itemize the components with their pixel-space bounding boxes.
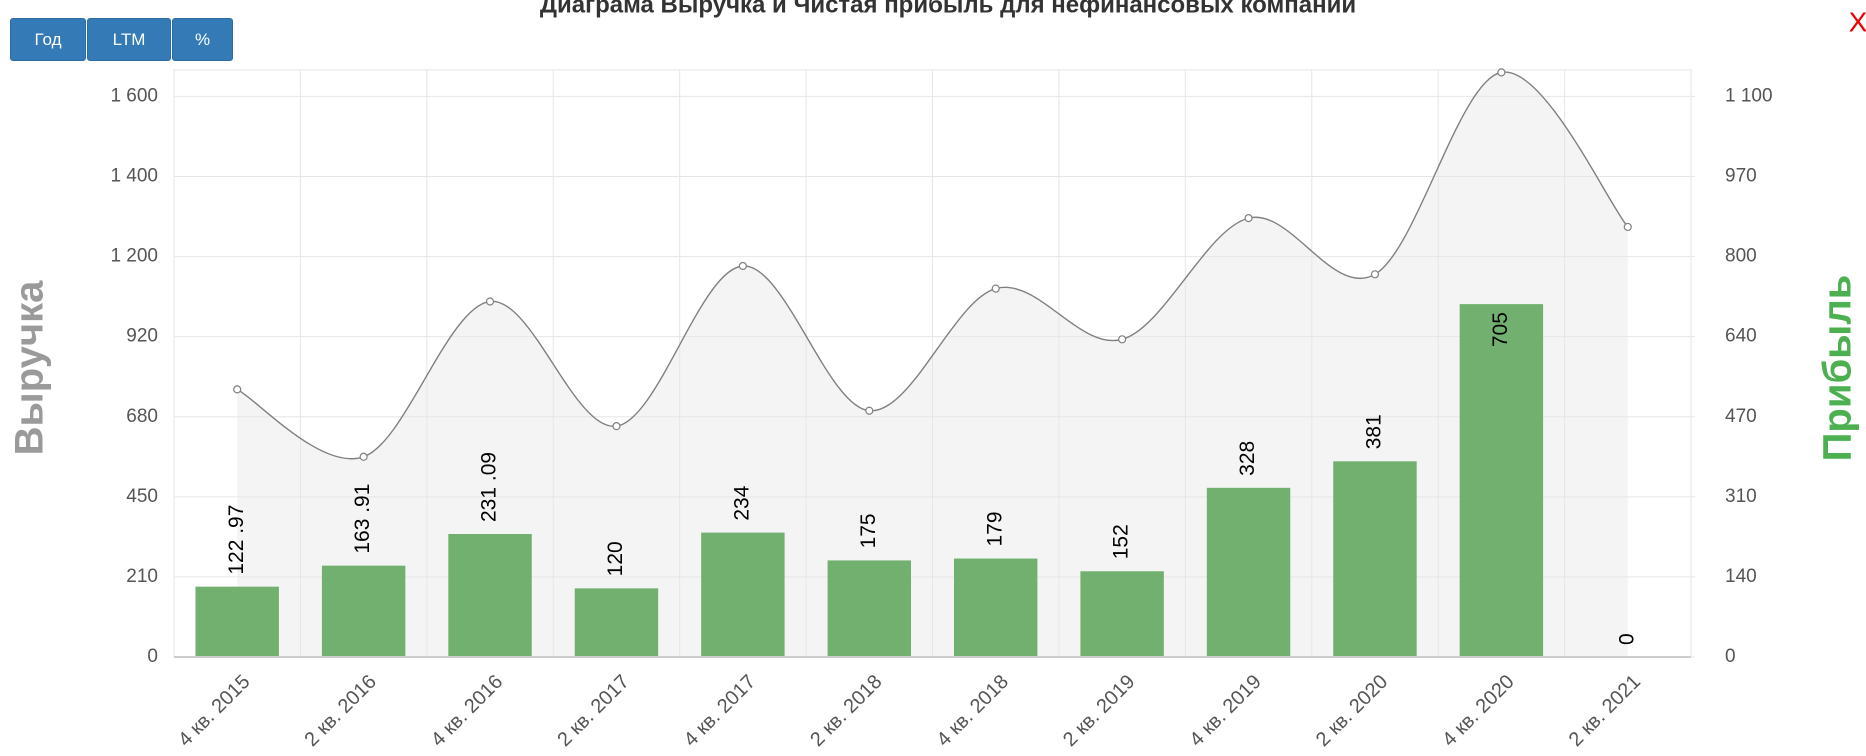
line-point [1118,335,1127,344]
line-point [1370,270,1380,279]
bar [321,565,406,657]
data-label: 163 .91 [351,484,374,554]
line-point [991,284,1000,293]
x-tick-label: 2 кв. 2016 [301,671,381,751]
line-point [1244,214,1253,223]
bar [1206,487,1291,657]
data-label: 120 [604,541,627,576]
bar [574,588,659,657]
line-point [865,406,874,415]
y2-tick-label: 470 [1725,406,1757,427]
bar [448,534,532,657]
line-point [485,297,495,306]
y-tick-label: 680 [126,406,158,427]
data-label: 381 [1363,414,1386,449]
x-tick-label: 4 кв. 2017 [680,671,760,751]
line-point [1623,222,1632,232]
x-tick-label: 2 кв. 2017 [553,671,633,751]
chart-title: Диаграма Выручка и Чистая прибыль для не… [540,0,1356,18]
y-tick-label: 1 400 [110,166,158,187]
data-label: 705 [1489,312,1512,347]
bar [1459,304,1544,657]
y-tick-label: 450 [126,486,158,507]
x-tick-label: 4 кв. 2015 [174,671,254,751]
line-point [612,422,621,431]
x-tick-label: 4 кв. 2020 [1438,671,1518,751]
data-label: 0 [1615,633,1638,645]
button[interactable]: % [172,18,233,61]
data-label: 179 [983,511,1006,546]
y-tick-label: 0 [147,646,158,667]
y2-tick-label: 1 100 [1725,85,1773,106]
x-tick-label: 2 кв. 2018 [806,671,886,751]
x-tick-label: 2 кв. 2020 [1312,671,1392,751]
data-label: 175 [857,513,880,548]
line-point [233,385,242,394]
data-label: 234 [730,485,753,520]
x-tick-label: 2 кв. 2019 [1059,671,1139,751]
y2-tick-label: 970 [1725,166,1757,187]
y2-tick-label: 140 [1725,566,1757,587]
bar [701,532,785,657]
bar [1080,571,1164,657]
y2-tick-label: 0 [1725,646,1736,667]
x-tick-label: 4 кв. 2018 [933,671,1013,751]
bar [1333,461,1417,657]
x-tick-label: 2 кв. 2021 [1565,671,1645,751]
data-label: 231 .09 [478,452,501,522]
y2-tick-label: 310 [1725,486,1757,507]
data-label: 122 .97 [225,505,248,575]
data-label: 152 [1110,524,1133,559]
y-tick-label: 1 200 [110,246,158,267]
y-axis-title: Выручка [8,280,52,455]
x-tick-label: 4 кв. 2019 [1185,671,1265,751]
y-tick-label: 210 [126,566,158,587]
y2-tick-label: 800 [1725,246,1757,267]
bar [827,560,912,657]
y-tick-label: 1 600 [110,85,158,106]
bar [953,558,1038,657]
button[interactable]: Год [10,18,86,61]
x-tick-label: 4 кв. 2016 [427,671,507,751]
button[interactable]: LTM [87,18,171,61]
line-point [359,452,368,461]
close-button[interactable]: X [1849,6,1866,37]
line [236,71,1629,460]
data-label: 328 [1236,441,1259,476]
bar [195,586,279,657]
line-point [1497,68,1506,77]
y-tick-label: 920 [126,326,158,347]
line-point [738,261,747,271]
y2-axis-title: Прибыль [1816,275,1860,462]
y2-tick-label: 640 [1725,326,1757,347]
